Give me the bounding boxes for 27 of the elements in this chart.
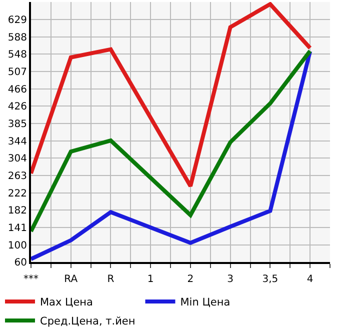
x-tick-label: 1 bbox=[147, 274, 154, 285]
y-tick-label: 385 bbox=[8, 118, 27, 130]
line-series bbox=[31, 2, 312, 188]
x-tick-label: 3 bbox=[227, 274, 234, 285]
x-tick-label: 2 bbox=[187, 274, 194, 285]
x-tick-label: *** bbox=[24, 274, 38, 285]
y-tick-label: 629 bbox=[8, 14, 27, 26]
y-tick-label: 182 bbox=[8, 206, 27, 216]
legend-label: Max Цена bbox=[40, 296, 93, 309]
y-tick-label: 344 bbox=[8, 136, 27, 148]
x-tick-label: 3,5 bbox=[262, 274, 278, 285]
y-tick-label: 263 bbox=[8, 170, 27, 182]
legend-label: Min Цена bbox=[180, 296, 230, 309]
y-tick-label: 588 bbox=[8, 32, 27, 44]
y-tick-label: 426 bbox=[8, 102, 27, 112]
y-tick-label: 60 bbox=[14, 258, 27, 268]
x-tick-label: 4 bbox=[306, 274, 314, 285]
y-tick-label: 222 bbox=[8, 188, 27, 200]
legend-label: Сред.Цена, т.йен bbox=[40, 316, 136, 328]
y-tick-label: 141 bbox=[8, 222, 27, 234]
y-tick-label: 100 bbox=[8, 240, 27, 252]
y-tick-label: 466 bbox=[8, 84, 27, 96]
y-tick-label: 304 bbox=[8, 154, 27, 164]
x-tick-label: RA bbox=[64, 274, 78, 285]
y-tick-label: 507 bbox=[8, 66, 27, 78]
x-tick-label: R bbox=[107, 274, 114, 285]
y-tick-label: 548 bbox=[8, 50, 27, 60]
